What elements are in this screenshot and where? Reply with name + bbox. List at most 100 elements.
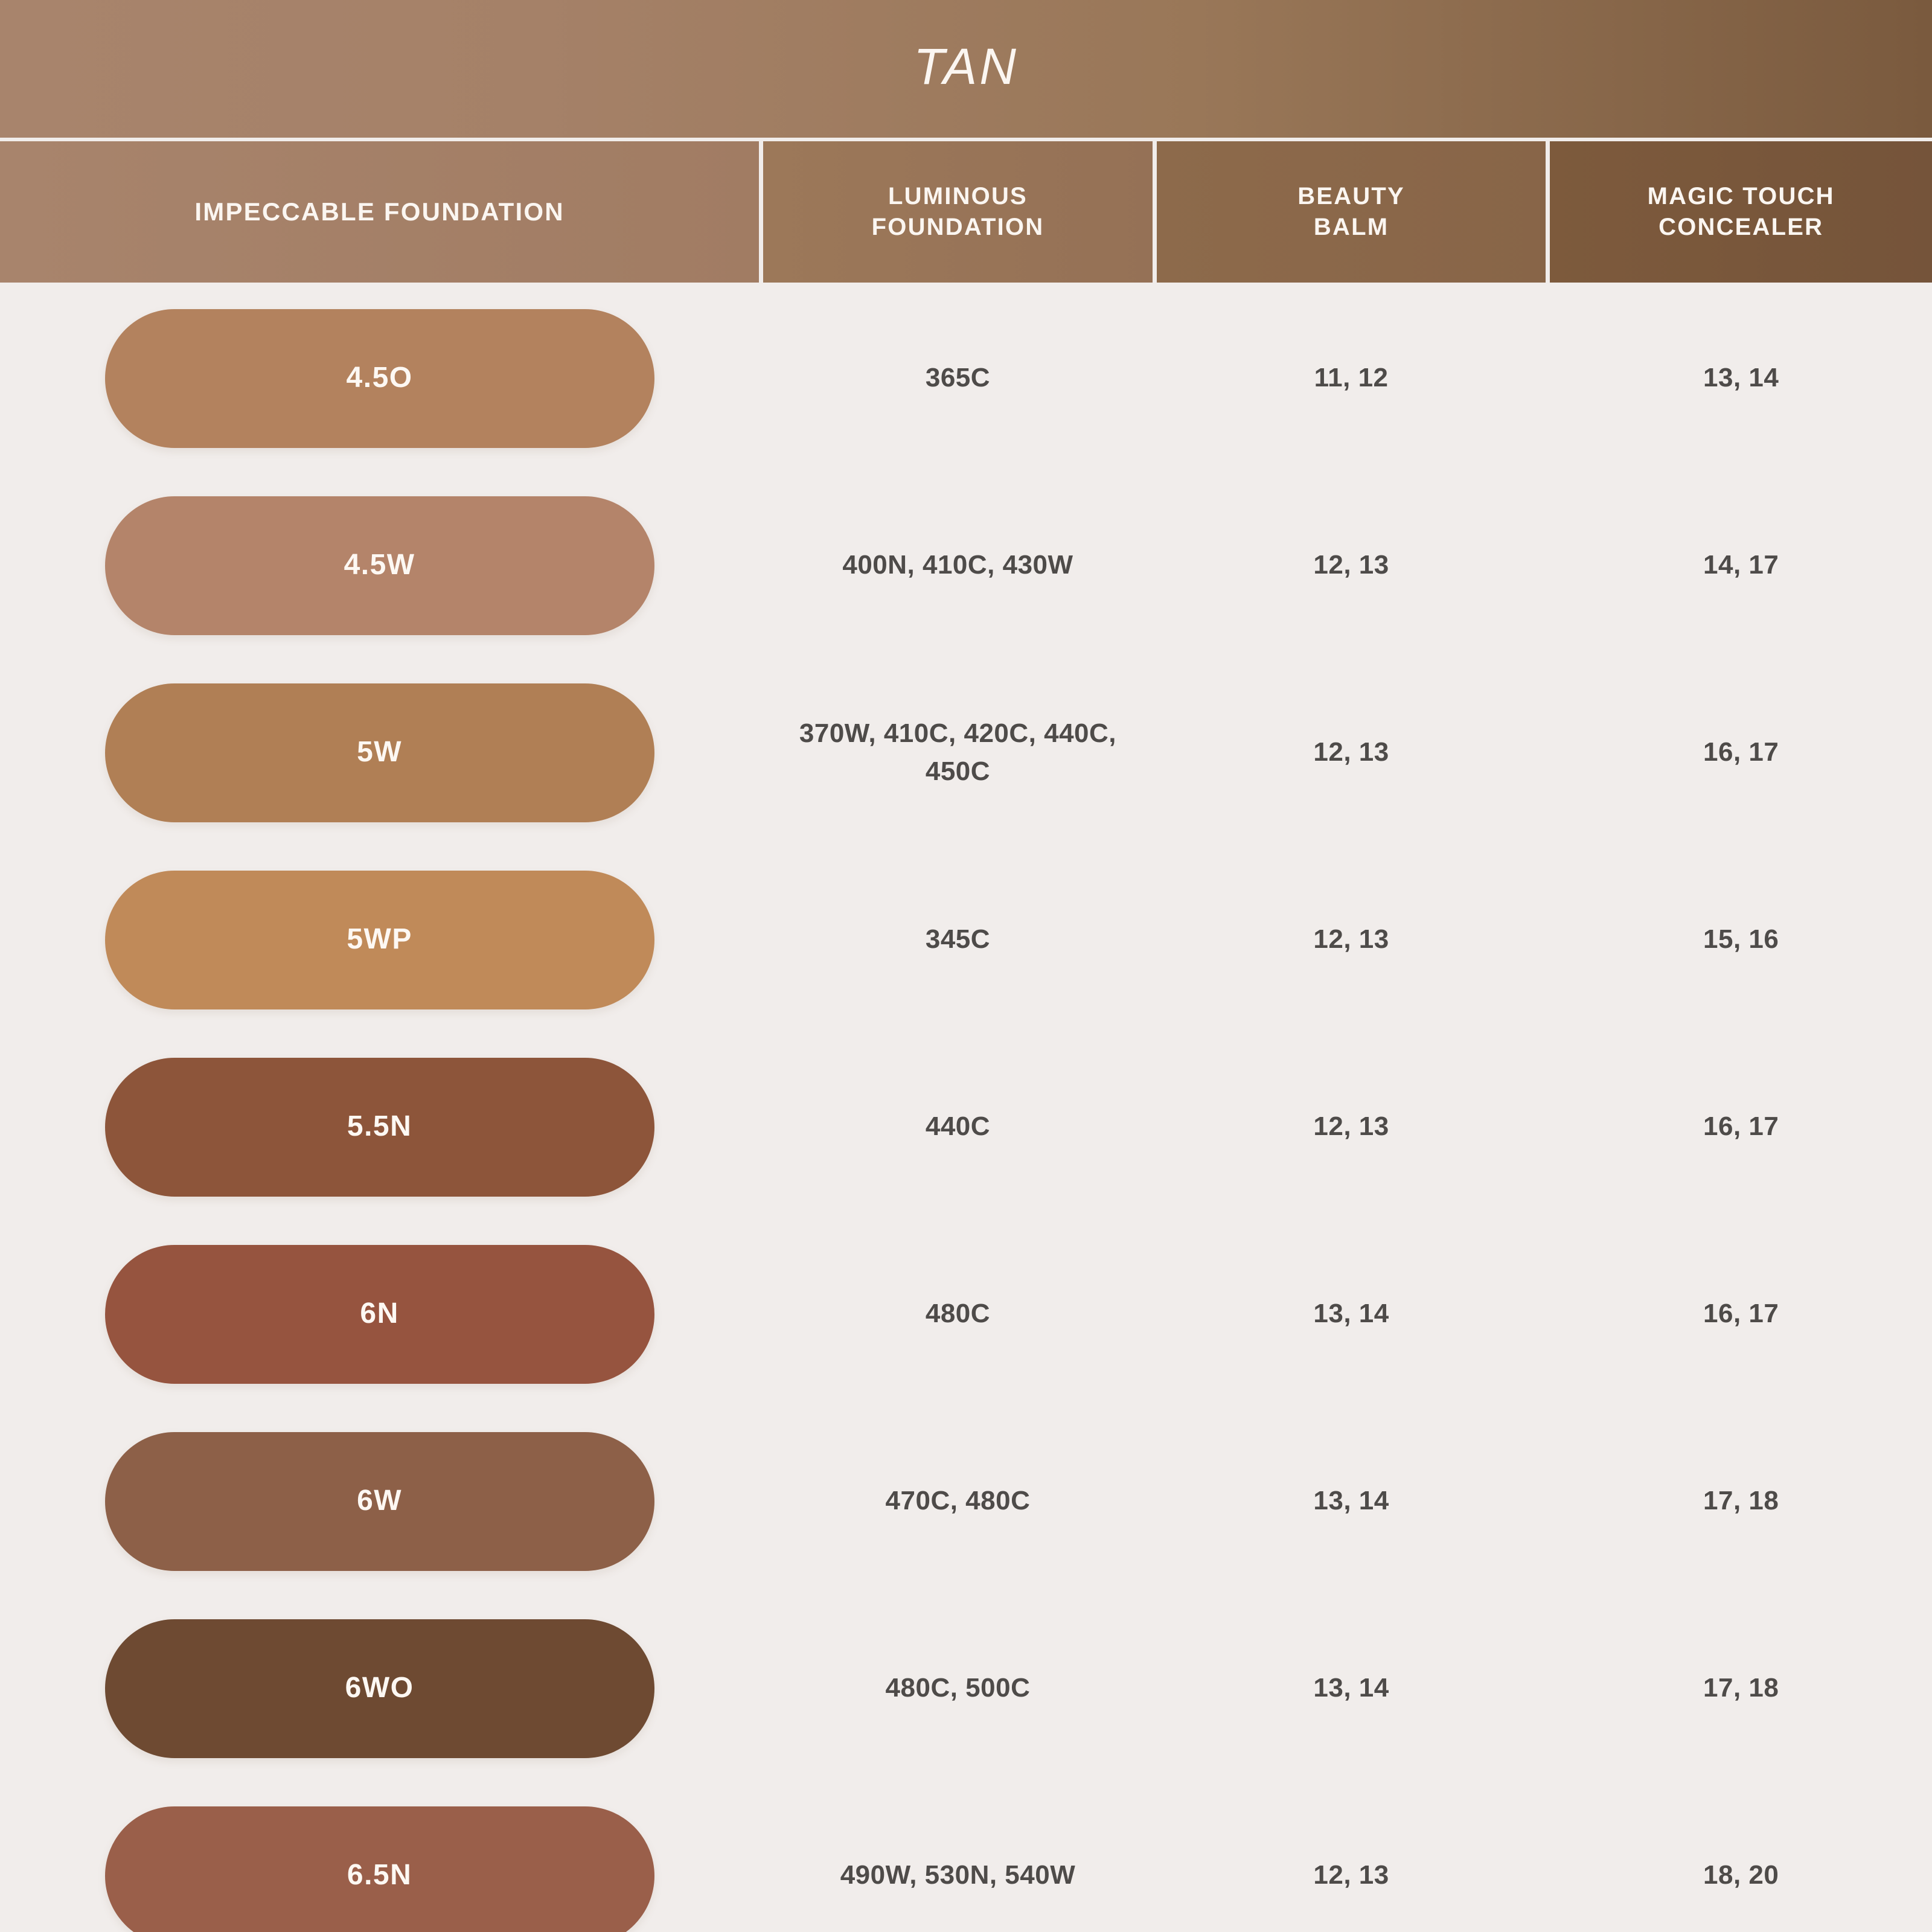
concealer-match-cell: 13, 14	[1550, 287, 1932, 470]
concealer-match-cell: 15, 16	[1550, 848, 1932, 1031]
luminous-match-cell: 490W, 530N, 540W	[763, 1784, 1153, 1932]
concealer-match-cell: 17, 18	[1550, 1597, 1932, 1780]
luminous-match-value: 470C, 480C	[885, 1486, 1031, 1516]
luminous-match-value: 480C, 500C	[885, 1673, 1031, 1703]
table-row: 5.5N 440C 12, 13 16, 17	[0, 1035, 1932, 1218]
beauty-balm-match-cell: 12, 13	[1156, 661, 1546, 844]
shade-name-label: 5.5N	[347, 1110, 412, 1143]
beauty-balm-match-value: 13, 14	[1313, 1673, 1389, 1703]
column-header-beauty-balm: BEAUTY BALM	[1156, 141, 1546, 283]
column-header-luminous-foundation: LUMINOUS FOUNDATION	[763, 141, 1153, 283]
shade-name-label: 5WP	[347, 923, 412, 956]
luminous-match-value: 480C	[925, 1299, 991, 1329]
beauty-balm-match-cell: 12, 13	[1156, 1035, 1546, 1218]
beauty-balm-match-cell: 13, 14	[1156, 1223, 1546, 1406]
shade-swatch-cell[interactable]: 6.5N	[0, 1784, 760, 1932]
table-row: 5WP 345C 12, 13 15, 16	[0, 848, 1932, 1031]
shade-swatch[interactable]: 6N	[104, 1244, 654, 1384]
beauty-balm-match-cell: 11, 12	[1156, 287, 1546, 470]
concealer-match-cell: 14, 17	[1550, 474, 1932, 657]
beauty-balm-match-value: 13, 14	[1313, 1486, 1389, 1516]
column-header-luminous-line1: LUMINOUS	[888, 182, 1028, 210]
shade-name-label: 6.5N	[347, 1859, 412, 1892]
shade-swatch[interactable]: 5.5N	[104, 1057, 654, 1197]
concealer-match-value: 15, 16	[1703, 924, 1779, 955]
concealer-match-cell: 17, 18	[1550, 1410, 1932, 1593]
shade-name-label: 5W	[357, 736, 403, 769]
beauty-balm-match-value: 12, 13	[1313, 737, 1389, 767]
concealer-match-value: 16, 17	[1703, 1112, 1779, 1142]
shade-swatch-cell[interactable]: 4.5O	[0, 287, 760, 470]
table-row: 6.5N 490W, 530N, 540W 12, 13 18, 20	[0, 1784, 1932, 1932]
table-row: 6N 480C 13, 14 16, 17	[0, 1223, 1932, 1406]
concealer-match-value: 16, 17	[1703, 737, 1779, 767]
beauty-balm-match-value: 12, 13	[1313, 924, 1389, 955]
table-row: 6W 470C, 480C 13, 14 17, 18	[0, 1410, 1932, 1593]
luminous-match-cell: 470C, 480C	[763, 1410, 1153, 1593]
shade-swatch-cell[interactable]: 6WO	[0, 1597, 760, 1780]
beauty-balm-match-cell: 12, 13	[1156, 1784, 1546, 1932]
shade-swatch[interactable]: 5W	[104, 683, 654, 822]
luminous-match-value: 440C	[925, 1112, 991, 1142]
column-header-impeccable-foundation: IMPECCABLE FOUNDATION	[0, 141, 760, 283]
shade-swatch[interactable]: 6W	[104, 1431, 654, 1571]
shade-swatch-cell[interactable]: 4.5W	[0, 474, 760, 657]
beauty-balm-match-value: 12, 13	[1313, 550, 1389, 580]
luminous-match-value: 490W, 530N, 540W	[840, 1860, 1076, 1890]
column-header-magic-touch-concealer: MAGIC TOUCH CONCEALER	[1550, 141, 1932, 283]
shade-name-label: 6W	[357, 1485, 403, 1517]
shade-name-label: 4.5O	[346, 362, 413, 394]
concealer-match-cell: 18, 20	[1550, 1784, 1932, 1932]
concealer-match-cell: 16, 17	[1550, 1035, 1932, 1218]
concealer-match-value: 16, 17	[1703, 1299, 1779, 1329]
shade-name-label: 4.5W	[344, 549, 415, 581]
column-header-luminous-line2: FOUNDATION	[871, 214, 1044, 240]
concealer-match-value: 13, 14	[1703, 363, 1779, 393]
shade-swatch-cell[interactable]: 6N	[0, 1223, 760, 1406]
shade-name-label: 6WO	[345, 1672, 414, 1704]
luminous-match-cell: 400N, 410C, 430W	[763, 474, 1153, 657]
concealer-match-value: 18, 20	[1703, 1860, 1779, 1890]
shade-name-label: 6N	[360, 1297, 399, 1330]
luminous-match-cell: 370W, 410C, 420C, 440C, 450C	[763, 661, 1153, 844]
table-row: 5W 370W, 410C, 420C, 440C, 450C 12, 13 16, …	[0, 661, 1932, 844]
luminous-match-value: 345C	[925, 924, 991, 955]
shade-swatch-cell[interactable]: 5.5N	[0, 1035, 760, 1218]
beauty-balm-match-value: 12, 13	[1313, 1112, 1389, 1142]
concealer-match-cell: 16, 17	[1550, 1223, 1932, 1406]
beauty-balm-match-value: 11, 12	[1314, 363, 1389, 393]
concealer-match-value: 14, 17	[1703, 550, 1779, 580]
concealer-match-value: 17, 18	[1703, 1673, 1779, 1703]
table-row: 6WO 480C, 500C 13, 14 17, 18	[0, 1597, 1932, 1780]
luminous-match-cell: 345C	[763, 848, 1153, 1031]
shade-swatch[interactable]: 4.5W	[104, 496, 654, 635]
shade-swatch[interactable]: 4.5O	[104, 309, 654, 448]
shade-swatch[interactable]: 6.5N	[104, 1806, 654, 1932]
beauty-balm-match-cell: 13, 14	[1156, 1597, 1546, 1780]
shade-swatch-cell[interactable]: 6W	[0, 1410, 760, 1593]
shade-swatch[interactable]: 5WP	[104, 870, 654, 1009]
beauty-balm-match-cell: 13, 14	[1156, 1410, 1546, 1593]
shade-swatch[interactable]: 6WO	[104, 1619, 654, 1758]
beauty-balm-match-cell: 12, 13	[1156, 474, 1546, 657]
table-row: 4.5W 400N, 410C, 430W 12, 13 14, 17	[0, 474, 1932, 657]
column-header-impeccable-label: IMPECCABLE FOUNDATION	[194, 197, 565, 226]
page-title: TAN	[913, 38, 1019, 95]
concealer-match-cell: 16, 17	[1550, 661, 1932, 844]
luminous-match-value: 400N, 410C, 430W	[842, 550, 1073, 580]
luminous-match-value: 370W, 410C, 420C, 440C, 450C	[799, 718, 1117, 786]
luminous-match-cell: 440C	[763, 1035, 1153, 1218]
column-header-concealer-line2: CONCEALER	[1659, 214, 1824, 240]
beauty-balm-match-cell: 12, 13	[1156, 848, 1546, 1031]
luminous-match-cell: 480C	[763, 1223, 1153, 1406]
shade-swatch-cell[interactable]: 5WP	[0, 848, 760, 1031]
shade-swatch-cell[interactable]: 5W	[0, 661, 760, 844]
column-header-luminous-label: LUMINOUS FOUNDATION	[872, 181, 1044, 243]
column-header-balm-line1: BEAUTY	[1297, 182, 1405, 210]
beauty-balm-match-value: 12, 13	[1313, 1860, 1389, 1890]
column-header-row: IMPECCABLE FOUNDATION LUMINOUS FOUNDATIO…	[0, 141, 1932, 283]
column-header-balm-label: BEAUTY BALM	[1297, 181, 1405, 243]
beauty-balm-match-value: 13, 14	[1313, 1299, 1389, 1329]
luminous-match-value: 365C	[925, 363, 991, 393]
